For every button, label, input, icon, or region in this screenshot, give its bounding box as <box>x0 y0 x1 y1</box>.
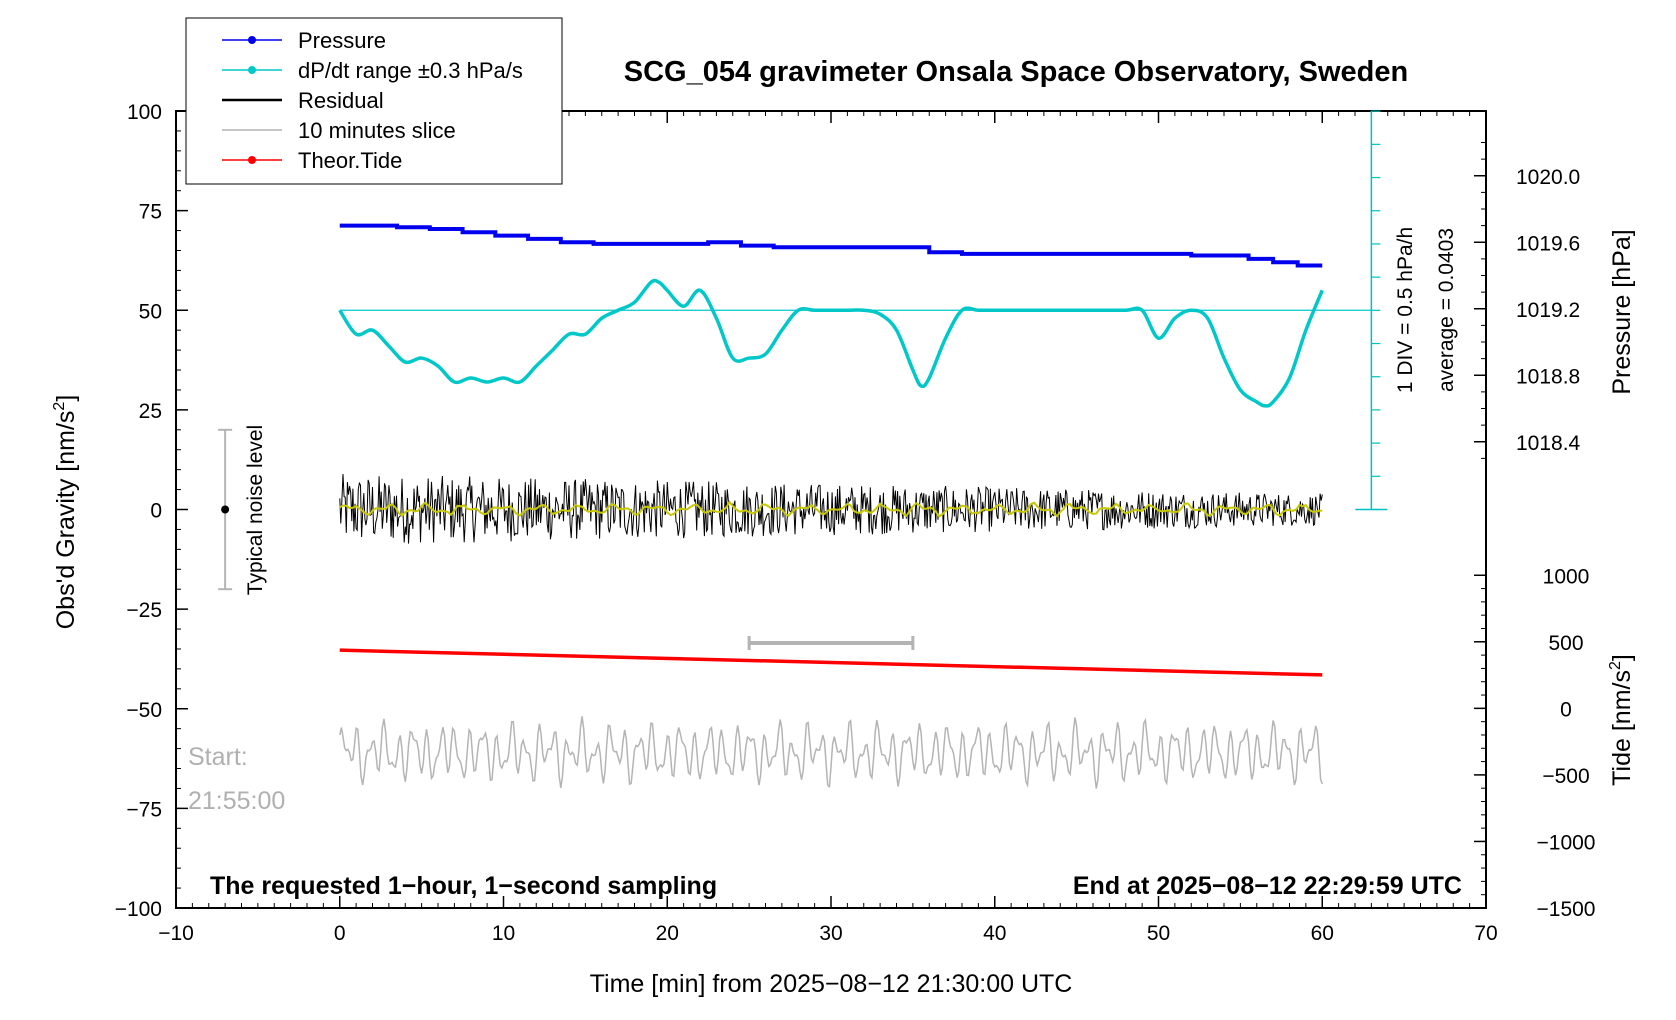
legend-label: 10 minutes slice <box>298 118 456 143</box>
chart-title: SCG_054 gravimeter Onsala Space Observat… <box>624 56 1408 88</box>
x-tick-label: 60 <box>1311 922 1334 945</box>
y-axis-title-tide-sup: 2 <box>1607 661 1624 670</box>
tide-tick-label: −1000 <box>1537 831 1596 854</box>
scale-average-label: average = 0.0403 <box>1435 228 1458 392</box>
y-axis-title-left-end: ] <box>52 395 80 402</box>
x-tick-label: 0 <box>334 922 346 945</box>
y-axis-title-pressure: Pressure [hPa] <box>1608 229 1636 394</box>
y-axis-title-tide-end: ] <box>1608 654 1636 661</box>
tide-tick-label: 1000 <box>1543 565 1590 588</box>
series-pressure <box>339 223 1323 268</box>
series-residual <box>339 473 1323 544</box>
y-tick-label-left: −100 <box>115 898 162 921</box>
x-tick-label: 10 <box>492 922 515 945</box>
scale-div-label: 1 DIV = 0.5 hPa/h <box>1394 227 1417 393</box>
y-tick-label-left: −25 <box>126 599 162 622</box>
start-time: 21:55:00 <box>188 787 285 815</box>
pressure-tick-label: 1018.8 <box>1516 365 1580 388</box>
tide-tick-label: −1500 <box>1537 898 1596 921</box>
end-time-note: End at 2025−08−12 22:29:59 UTC <box>1073 872 1462 900</box>
x-tick-label: −10 <box>158 922 194 945</box>
y-tick-label-left: 0 <box>150 500 162 523</box>
pressure-tick-label: 1019.6 <box>1516 232 1580 255</box>
legend-entries: Pressure dP/dt range ±0.3 hPa/s Residual 10… <box>222 28 523 173</box>
y-tick-label-left: −75 <box>126 798 162 821</box>
legend-label: dP/dt range ±0.3 hPa/s <box>298 58 523 83</box>
legend-marker <box>248 36 256 44</box>
sampling-note: The requested 1−hour, 1−second sampling <box>210 872 717 900</box>
y-tick-label-left: 100 <box>127 101 162 124</box>
y-tick-label-left: 50 <box>139 300 162 323</box>
axes-ticks: −10 0 10 20 30 40 50 60 701007550250−25−50−75−10… <box>115 101 1596 945</box>
y-tick-label-left: −50 <box>126 699 162 722</box>
x-tick-label: 50 <box>1147 922 1170 945</box>
series-dpdt <box>338 278 1324 408</box>
noise-bar-center <box>221 505 230 514</box>
noise-level-label: Typical noise level <box>244 425 267 595</box>
y-axis-title-tide-main: Tide [nm/s <box>1608 670 1636 786</box>
tide-tick-label: 500 <box>1548 632 1583 655</box>
series-theoretical-tide <box>339 648 1323 677</box>
pressure-tick-label: 1018.4 <box>1516 432 1581 455</box>
legend-marker <box>248 156 256 164</box>
legend: Pressure dP/dt range ±0.3 hPa/s Residual 10… <box>185 17 563 185</box>
pressure-tick-label: 1019.2 <box>1516 299 1580 322</box>
x-tick-label: 30 <box>819 922 842 945</box>
x-tick-label: 70 <box>1474 922 1497 945</box>
tide-tick-label: −500 <box>1542 765 1589 788</box>
y-axis-title-left-sup: 2 <box>51 402 68 411</box>
y-axis-title-left: Obs'd Gravity [nm/s2] <box>51 395 80 630</box>
legend-label: Pressure <box>298 28 386 53</box>
y-axis-title-left-main: Obs'd Gravity [nm/s <box>52 411 80 630</box>
x-tick-label: 20 <box>656 922 679 945</box>
x-axis-title: Time [min] from 2025−08−12 21:30:00 UTC <box>590 970 1073 998</box>
y-axis-title-tide: Tide [nm/s2] <box>1607 654 1636 786</box>
pressure-tick-label: 1020.0 <box>1516 166 1580 189</box>
extras-layer <box>218 110 1388 650</box>
legend-marker <box>248 66 256 74</box>
series-10min-slice <box>339 716 1324 789</box>
series-layer <box>338 223 1324 789</box>
start-label: Start: <box>188 743 248 771</box>
legend-label: Residual <box>298 88 384 113</box>
y-tick-label-left: 75 <box>139 201 162 224</box>
y-tick-label-left: 25 <box>139 400 162 423</box>
series-residual-smoothed <box>339 500 1323 518</box>
tide-tick-label: 0 <box>1560 698 1572 721</box>
x-tick-label: 40 <box>983 922 1006 945</box>
legend-label: Theor.Tide <box>298 148 402 173</box>
